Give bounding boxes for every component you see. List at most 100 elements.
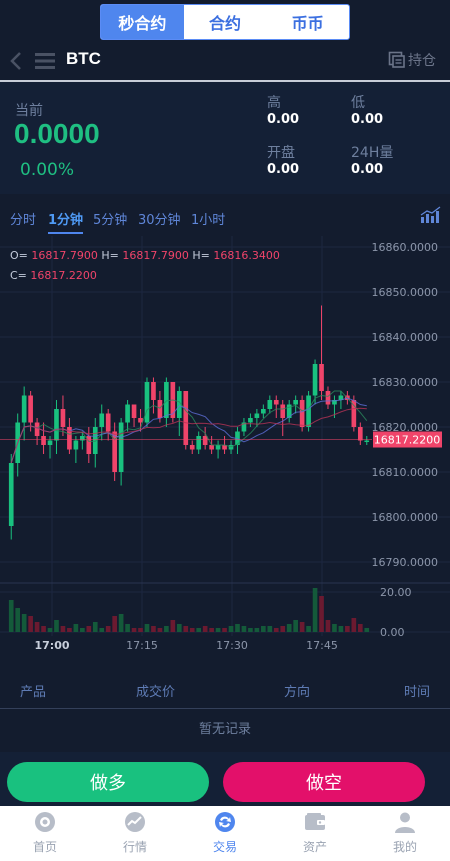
candle-body <box>280 404 286 418</box>
market-stats: 当前 0.0000 0.00% 高 0.00 低 0.00 开盘 0.00 24… <box>0 82 450 194</box>
symbol-title[interactable]: BTC <box>66 49 101 68</box>
volume-bar <box>60 626 66 632</box>
positions-label: 持仓 <box>408 53 436 69</box>
positions-button[interactable]: 持仓 <box>388 50 436 70</box>
volume-bar <box>8 600 14 632</box>
col-product: 产品 <box>20 685 47 700</box>
volume-tick-label: 20.00 <box>380 586 412 599</box>
candle-body <box>267 400 273 409</box>
short-button[interactable]: 做空 <box>223 762 425 802</box>
high-label: 高 <box>267 95 281 111</box>
candle-body <box>8 463 14 526</box>
y-tick-label: 16800.0000 <box>372 511 438 524</box>
candle-body <box>306 395 311 427</box>
open-label: 开盘 <box>267 145 295 161</box>
nav-home-label: 首页 <box>32 840 57 854</box>
tab-spot[interactable]: 币币 <box>291 14 324 33</box>
candle-body <box>112 431 117 472</box>
volume-bar <box>54 620 59 632</box>
trade-icon <box>215 812 235 832</box>
ohlc-h-label: H= <box>101 249 119 262</box>
candle-body <box>338 395 344 400</box>
volume-bar <box>118 614 124 632</box>
volume-bar <box>80 628 85 632</box>
volume-bar <box>273 628 279 632</box>
volume-bar <box>144 624 150 632</box>
volume-bar <box>222 628 227 632</box>
tab-second-contract[interactable]: 秒合约 <box>101 5 184 39</box>
candle-body <box>34 422 40 436</box>
interval-30m[interactable]: 30分钟 <box>138 213 181 228</box>
nav-assets[interactable]: 资产 <box>270 806 360 861</box>
nav-market[interactable]: 行情 <box>90 806 180 861</box>
nav-trade[interactable]: 交易 <box>180 806 270 861</box>
candle-body <box>189 445 195 450</box>
volume-bar <box>332 624 337 632</box>
volume-bar <box>176 624 182 632</box>
candle-body <box>209 445 214 450</box>
kline-chart[interactable]: 16860.0000 16850.0000 16840.0000 16830.0000… <box>0 236 450 660</box>
candle-body <box>293 400 298 405</box>
volume-24h-label: 24H量 <box>351 145 394 161</box>
header-divider <box>0 80 450 82</box>
nav-trade-label: 交易 <box>212 840 237 854</box>
open-value: 0.00 <box>267 162 300 177</box>
current-price-badge-label: 16817.2200 <box>374 434 440 447</box>
candle-body <box>299 400 305 427</box>
current-price-badge <box>373 431 442 448</box>
x-tick-label: 17:30 <box>216 639 248 652</box>
candle-body <box>21 395 27 423</box>
volume-bar <box>306 626 311 632</box>
menu-icon[interactable] <box>34 52 56 70</box>
volume-bar <box>267 626 273 632</box>
y-tick-label: 16810.0000 <box>372 466 438 479</box>
indicator-icon[interactable] <box>420 206 442 224</box>
empty-orders-text: 暂无记录 <box>198 722 251 737</box>
interval-5m[interactable]: 5分钟 <box>93 213 128 228</box>
long-button[interactable]: 做多 <box>7 762 209 802</box>
interval-1m[interactable]: 1分钟 <box>48 209 84 234</box>
volume-bar <box>183 626 189 632</box>
candle-body <box>131 404 137 418</box>
y-tick-label: 16820.0000 <box>372 421 438 434</box>
x-tick-label: 17:15 <box>126 639 158 652</box>
ohlc-c-value: 16817.2200 <box>30 269 97 282</box>
y-tick-label: 16850.0000 <box>372 286 438 299</box>
change-percent: 0.00% <box>20 160 75 180</box>
nav-profile[interactable]: 我的 <box>360 806 450 861</box>
home-icon <box>35 812 55 832</box>
interval-1h[interactable]: 1小时 <box>191 213 226 228</box>
y-tick-label: 16790.0000 <box>372 556 438 569</box>
volume-bar <box>202 626 208 632</box>
candle-body <box>273 400 279 405</box>
candle-body <box>151 382 156 400</box>
nav-home[interactable]: 首页 <box>0 806 90 861</box>
interval-timeline[interactable]: 分时 <box>10 213 37 228</box>
tab-contract[interactable]: 合约 <box>209 14 242 33</box>
volume-bar <box>235 624 240 632</box>
volume-bar <box>105 626 111 632</box>
volume-bar <box>15 608 21 632</box>
volume-bar <box>351 618 357 632</box>
candle-body <box>86 436 92 454</box>
col-time: 时间 <box>404 685 431 700</box>
volume-bar <box>34 622 40 632</box>
nav-profile-label: 我的 <box>392 840 417 854</box>
ohlc-line-2: C= 16817.2200 <box>10 269 97 282</box>
col-direction: 方向 <box>284 685 311 700</box>
back-icon[interactable] <box>8 50 26 72</box>
candle-body <box>183 391 189 445</box>
volume-bar <box>170 620 176 632</box>
volume-bar <box>112 616 117 632</box>
volume-bar <box>67 628 72 632</box>
ohlc-h-value: 16817.7900 <box>122 249 189 262</box>
candle-body <box>144 382 150 423</box>
y-tick-label: 16840.0000 <box>372 331 438 344</box>
volume-bar <box>364 628 370 632</box>
low-label: 低 <box>351 95 365 111</box>
volume-bar <box>164 626 169 632</box>
header: BTC 持仓 <box>0 44 450 78</box>
candle-body <box>47 440 53 445</box>
volume-bar <box>99 628 105 632</box>
candle-body <box>351 400 357 427</box>
